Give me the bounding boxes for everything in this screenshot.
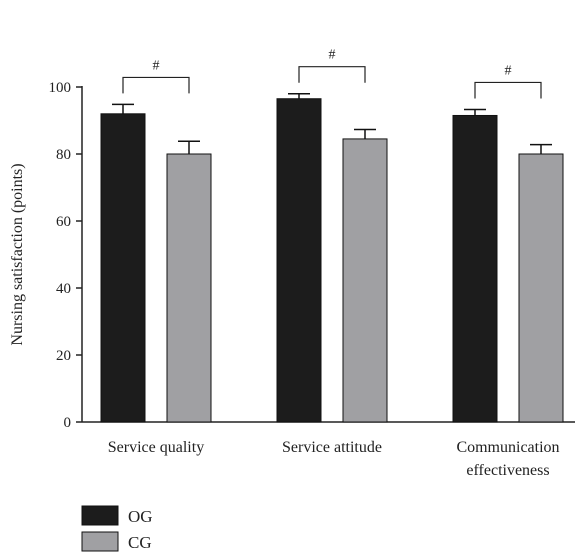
significance-bracket <box>474 81 542 99</box>
x-tick-label: Communication <box>456 439 559 456</box>
bar-cg-2 <box>518 153 564 423</box>
significance-bracket <box>298 66 366 83</box>
y-tick-label: 100 <box>49 80 72 96</box>
y-tick-label: 40 <box>56 281 71 297</box>
legend-swatch-cg <box>81 531 119 552</box>
x-axis-labels: Service quality Service attitude Communica… <box>108 439 560 479</box>
bar-cg-1 <box>342 138 388 423</box>
legend-swatch-og <box>81 505 119 526</box>
significance-brackets: # # # <box>122 48 542 99</box>
y-tick-label: 0 <box>64 415 72 431</box>
y-axis-label: Nursing satisfaction (points) <box>9 163 26 345</box>
y-tick-label: 60 <box>56 214 71 230</box>
x-tick-label: Service quality <box>108 439 204 456</box>
significance-marker: # <box>505 63 512 78</box>
y-axis-ticks: 0 20 40 60 80 100 <box>49 80 82 431</box>
legend-label-cg: CG <box>128 533 152 552</box>
x-tick-label: Service attitude <box>282 439 382 456</box>
bar-og-1 <box>276 98 322 423</box>
bar-og-0 <box>100 113 146 423</box>
significance-bracket <box>122 76 190 94</box>
bars-group <box>100 92 564 423</box>
significance-marker: # <box>329 48 336 63</box>
significance-marker: # <box>153 58 160 73</box>
y-tick-label: 20 <box>56 348 71 364</box>
y-tick-label: 80 <box>56 147 71 163</box>
legend-label-og: OG <box>128 507 153 526</box>
x-tick-label: effectiveness <box>466 462 549 479</box>
legend: OG CG <box>81 505 153 552</box>
bar-cg-0 <box>166 153 212 423</box>
bar-og-2 <box>452 114 498 423</box>
